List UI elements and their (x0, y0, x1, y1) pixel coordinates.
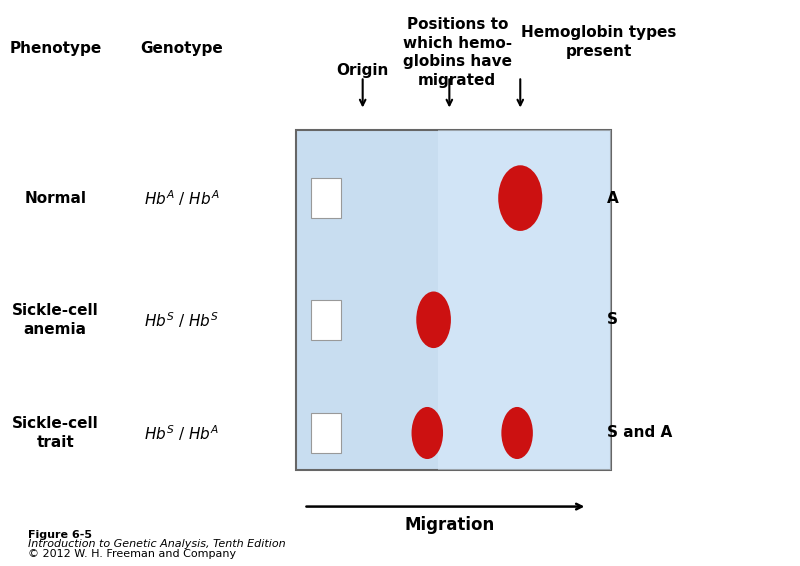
Text: S and A: S and A (607, 426, 672, 440)
Text: $\mathit{Hb}^{\mathit{S}}$ $\mathit{/}$ $\mathit{Hb}^{\mathit{A}}$: $\mathit{Hb}^{\mathit{S}}$ $\mathit{/}$ … (144, 423, 219, 443)
Ellipse shape (498, 165, 542, 231)
Bar (311, 413, 342, 453)
Text: Migration: Migration (404, 516, 494, 534)
Text: $\mathit{Hb}^{\mathit{A}}$ $\mathit{/}$ $\mathit{Hb}^{\mathit{A}}$: $\mathit{Hb}^{\mathit{A}}$ $\mathit{/}$ … (143, 188, 219, 208)
Text: Positions to
which hemo-
globins have
migrated: Positions to which hemo- globins have mi… (402, 17, 512, 88)
Ellipse shape (411, 407, 443, 459)
Text: $\mathit{Hb}^{\mathit{S}}$ $\mathit{/}$ $\mathit{Hb}^{\mathit{S}}$: $\mathit{Hb}^{\mathit{S}}$ $\mathit{/}$ … (144, 310, 219, 329)
Text: S: S (607, 312, 618, 327)
Text: Sickle-cell
trait: Sickle-cell trait (12, 416, 98, 450)
Ellipse shape (416, 291, 451, 348)
Bar (296, 130, 611, 470)
Ellipse shape (502, 407, 533, 459)
Bar (438, 130, 611, 470)
Text: © 2012 W. H. Freeman and Company: © 2012 W. H. Freeman and Company (28, 548, 236, 559)
Text: Hemoglobin types
present: Hemoglobin types present (522, 25, 677, 59)
Bar (311, 178, 342, 218)
Text: Introduction to Genetic Analysis, Tenth Edition: Introduction to Genetic Analysis, Tenth … (28, 539, 286, 550)
Text: A: A (607, 191, 618, 205)
Text: Figure 6-5: Figure 6-5 (28, 530, 92, 540)
Text: Genotype: Genotype (140, 41, 223, 55)
Bar (311, 300, 342, 340)
Text: Origin: Origin (337, 63, 389, 78)
Text: Sickle-cell
anemia: Sickle-cell anemia (12, 303, 98, 337)
Text: Normal: Normal (24, 191, 86, 205)
Text: Phenotype: Phenotype (10, 41, 102, 55)
